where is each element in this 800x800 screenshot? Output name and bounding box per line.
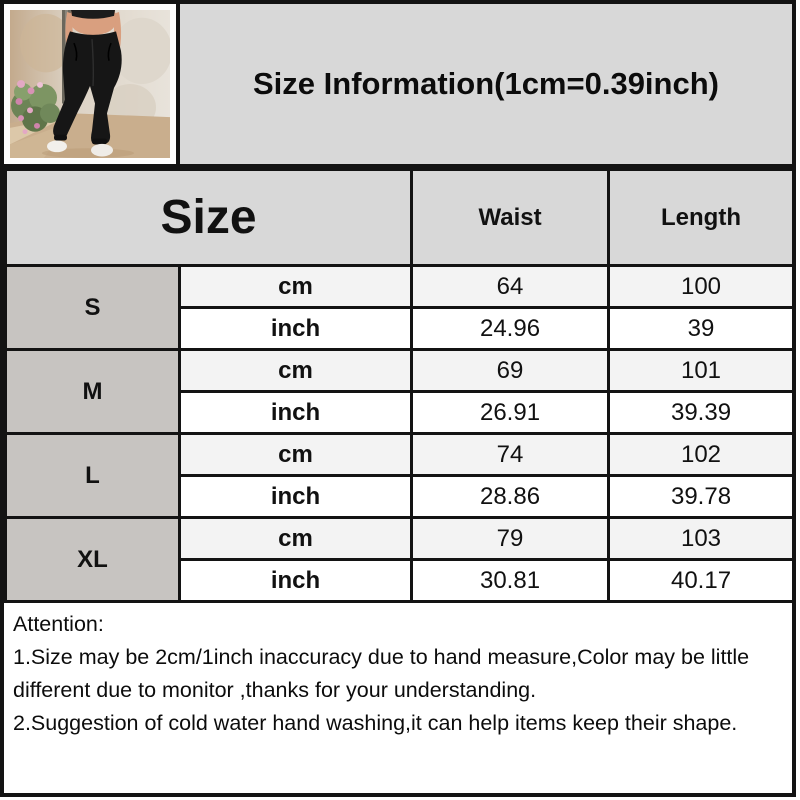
- waist-value: 28.86: [410, 474, 611, 519]
- waist-value: 30.81: [410, 558, 611, 603]
- length-value: 103: [607, 516, 796, 561]
- unit-cell: cm: [177, 432, 414, 477]
- table-row: inch 28.86 39.78: [6, 474, 796, 519]
- length-value: 39.39: [607, 390, 796, 435]
- length-value: 39.78: [607, 474, 796, 519]
- unit-cell: cm: [177, 264, 414, 309]
- waist-value: 24.96: [410, 306, 611, 351]
- waist-value: 79: [410, 516, 611, 561]
- waist-value: 74: [410, 432, 611, 477]
- table-row: inch 26.91 39.39: [6, 390, 796, 435]
- header-waist: Waist: [410, 168, 611, 267]
- unit-cell: inch: [177, 306, 414, 351]
- table-row: L cm 74 102: [4, 432, 796, 519]
- attention-line: different due to monitor ,thanks for you…: [13, 678, 537, 702]
- size-label-m: M: [4, 348, 181, 435]
- table-row: M cm 69 101: [4, 348, 796, 435]
- waist-value: 69: [410, 348, 611, 393]
- waist-value: 64: [410, 264, 611, 309]
- length-value: 100: [607, 264, 796, 309]
- attention-note: Attention: 1.Size may be 2cm/1inch inacc…: [4, 603, 792, 793]
- length-value: 102: [607, 432, 796, 477]
- size-table: Size Waist Length S cm 64 100 inch 24.96…: [3, 168, 796, 603]
- size-label-l: L: [4, 432, 181, 519]
- unit-cell: inch: [177, 474, 414, 519]
- header-length: Length: [607, 168, 796, 267]
- table-row: inch 30.81 40.17: [6, 558, 796, 603]
- product-photo: [4, 4, 180, 164]
- attention-line: 1.Size may be 2cm/1inch inaccuracy due t…: [13, 645, 750, 669]
- product-photo-illustration: [10, 10, 170, 158]
- size-label-xl: XL: [4, 516, 181, 603]
- unit-cell: cm: [177, 348, 414, 393]
- header-size: Size: [3, 168, 414, 267]
- table-row: inch 24.96 39: [6, 306, 796, 351]
- table-row: XL cm 79 103: [4, 516, 796, 603]
- table-header-row: Size Waist Length: [3, 168, 796, 267]
- attention-heading: Attention:: [13, 612, 104, 636]
- attention-line: 2.Suggestion of cold water hand washing,…: [13, 711, 738, 735]
- top-banner: Size Information(1cm=0.39inch): [4, 4, 792, 168]
- length-value: 39: [607, 306, 796, 351]
- unit-cell: inch: [177, 558, 414, 603]
- page-title: Size Information(1cm=0.39inch): [253, 66, 719, 101]
- table-row: S cm 64 100: [4, 264, 796, 351]
- unit-cell: cm: [177, 516, 414, 561]
- length-value: 40.17: [607, 558, 796, 603]
- length-value: 101: [607, 348, 796, 393]
- size-label-s: S: [4, 264, 181, 351]
- waist-value: 26.91: [410, 390, 611, 435]
- unit-cell: inch: [177, 390, 414, 435]
- title-panel: Size Information(1cm=0.39inch): [180, 4, 792, 164]
